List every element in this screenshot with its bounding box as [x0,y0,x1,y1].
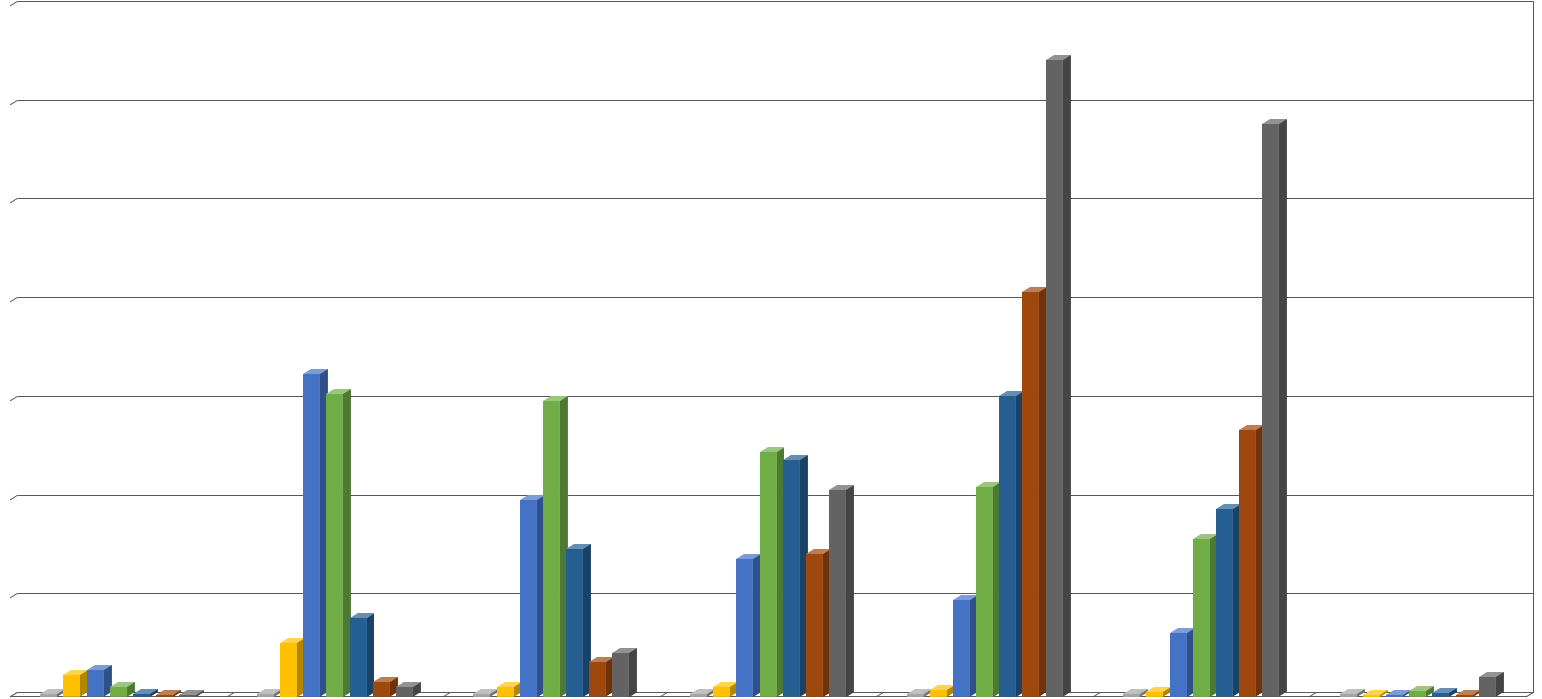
bar-s3-g1 [303,369,328,697]
gridline-depth-tick [10,1,19,7]
gridline [18,100,1534,101]
gridline [18,1,1534,2]
bar-s3-g3 [736,554,761,697]
gridline [18,396,1534,397]
bar-s6-g6 [1456,690,1481,697]
bar-s5-g3 [783,455,808,697]
gridline-depth-tick [10,198,19,204]
bar-s1-g2 [473,689,498,697]
bar-s4-g6 [1409,686,1434,697]
bar-s4-g3 [760,447,785,697]
bar-s7-g1 [396,682,421,697]
floor-group-tick [443,692,452,698]
floor-group-tick [10,692,19,698]
bar-s2-g0 [63,670,88,697]
bar-s3-g4 [953,595,978,697]
bar-s1-g6 [1340,689,1365,697]
bar-s5-g0 [133,689,158,697]
bar-s7-g5 [1262,119,1287,697]
bar-s2-g2 [497,682,522,697]
gridline [18,198,1534,199]
bar-s1-g0 [40,689,65,697]
bar-s3-g6 [1386,690,1411,697]
floor-group-tick [1093,692,1102,698]
bar-s6-g4 [1022,287,1047,697]
floor-group-tick [660,692,669,698]
grouped-bar-chart [0,0,1542,699]
gridline-depth-tick [10,495,19,501]
floor-group-tick [1309,692,1318,698]
bar-s3-g2 [520,495,545,697]
bar-s2-g4 [930,685,955,697]
bar-s2-g5 [1146,687,1171,697]
bar-s6-g1 [373,677,398,697]
bar-s1-g3 [690,689,715,697]
bar-s5-g4 [999,391,1024,697]
bar-s6-g2 [589,657,614,697]
bar-s5-g1 [350,613,375,697]
gridline-depth-tick [10,593,19,599]
gridline-depth-tick [10,100,19,106]
bar-s1-g5 [1123,689,1148,697]
floor-group-tick [876,692,885,698]
bar-s4-g1 [326,389,351,697]
bar-s4-g2 [543,396,568,697]
floor-group-tick [1526,692,1535,698]
bar-s7-g3 [829,485,854,697]
bar-s3-g5 [1170,628,1195,697]
bar-s4-g4 [976,482,1001,697]
bar-s5-g6 [1432,688,1457,697]
bar-s6-g5 [1239,425,1264,697]
bar-s7-g4 [1046,55,1071,697]
bar-s7-g6 [1479,672,1504,697]
bar-s5-g5 [1216,504,1241,697]
gridline-depth-tick [10,396,19,402]
bar-s1-g1 [257,689,282,697]
bar-s3-g0 [87,665,112,697]
bar-s6-g3 [806,549,831,697]
bar-s4-g5 [1193,534,1218,697]
bar-s4-g0 [110,682,135,697]
bar-s7-g2 [612,648,637,697]
bar-s2-g1 [280,638,305,697]
floor-group-tick [227,692,236,698]
plot-area [10,1,1534,697]
bar-s5-g2 [566,544,591,697]
gridline [18,297,1534,298]
bar-s1-g4 [907,689,932,697]
bar-s2-g6 [1363,690,1388,697]
gridline-depth-tick [10,297,19,303]
bar-s7-g0 [179,690,204,697]
back-wall-right-edge [1533,1,1534,692]
bar-s6-g0 [156,690,181,697]
bar-s2-g3 [713,682,738,697]
